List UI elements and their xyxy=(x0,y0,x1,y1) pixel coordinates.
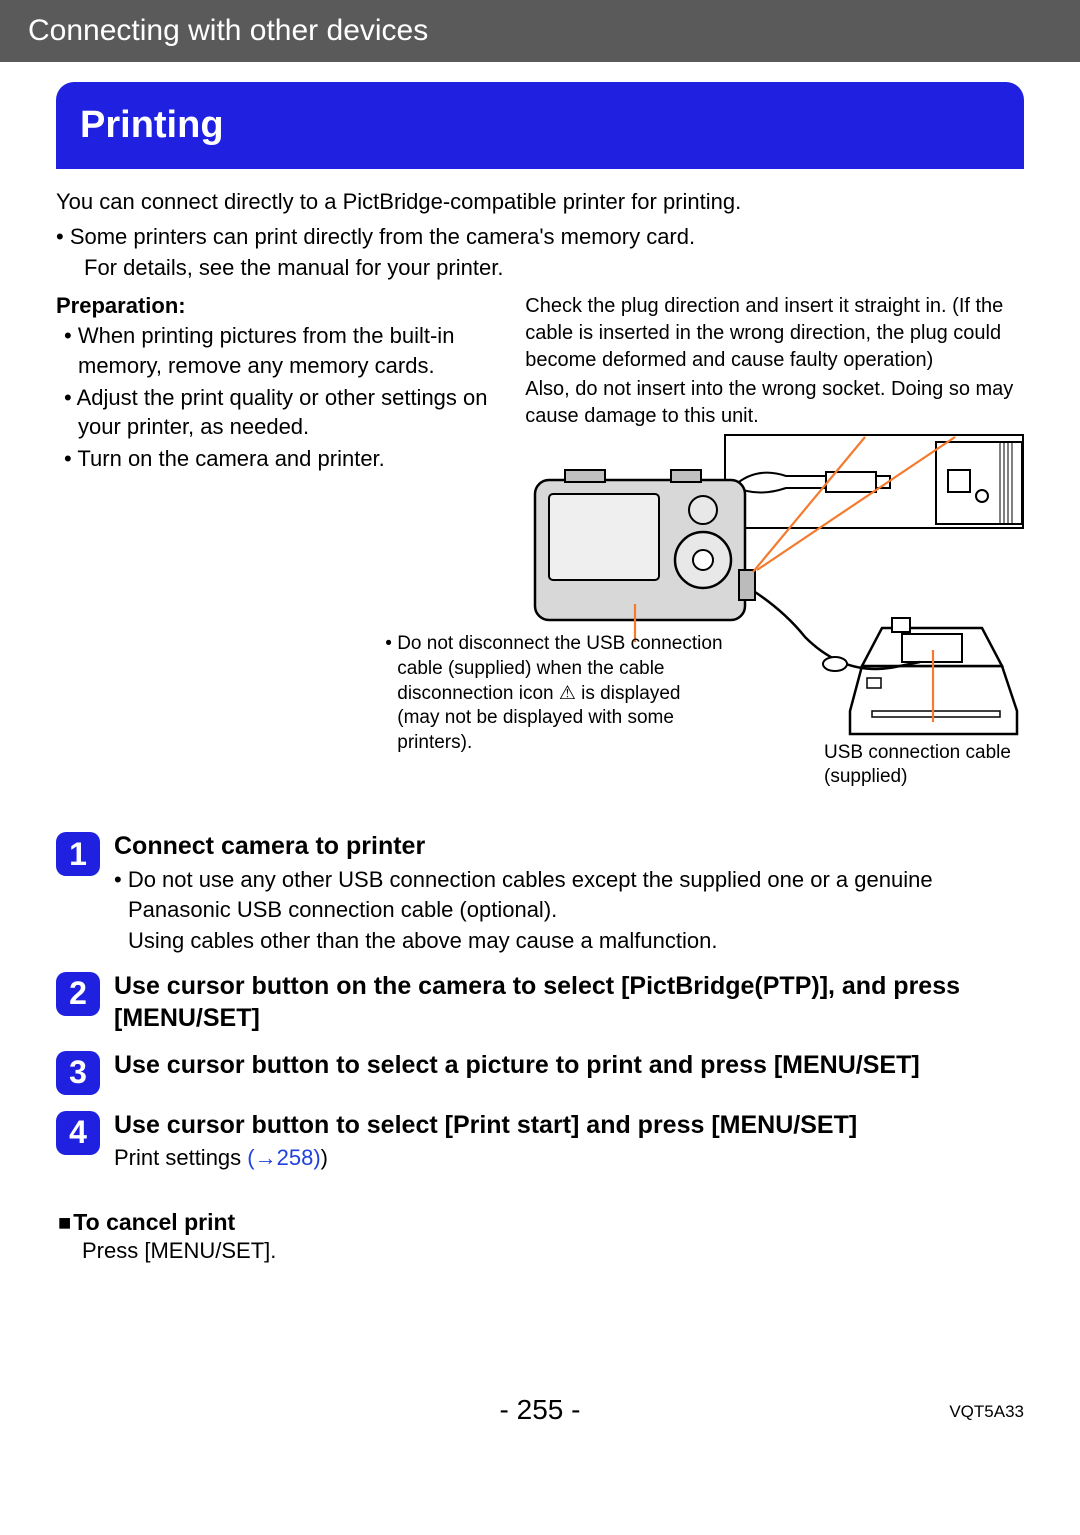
cancel-heading: ■To cancel print xyxy=(58,1209,1024,1236)
right-column: Check the plug direction and insert it s… xyxy=(525,293,1024,782)
disconnect-note: • Do not disconnect the USB connection c… xyxy=(385,632,725,755)
step-number-badge: 1 xyxy=(56,832,100,876)
step-3: 3 Use cursor button to select a picture … xyxy=(56,1049,1024,1095)
intro-line: You can connect directly to a PictBridge… xyxy=(56,187,1024,218)
step-settings-ref: Print settings (→258)) xyxy=(114,1143,1024,1173)
step-2: 2 Use cursor button on the camera to sel… xyxy=(56,970,1024,1035)
step-4: 4 Use cursor button to select [Print sta… xyxy=(56,1109,1024,1173)
step-note: Using cables other than the above may ca… xyxy=(114,926,1024,956)
prep-item: • Adjust the print quality or other sett… xyxy=(56,383,501,442)
step-title: Use cursor button to select [Print start… xyxy=(114,1109,1024,1142)
step-title: Connect camera to printer xyxy=(114,830,1024,863)
footer: - 255 - VQT5A33 xyxy=(56,1394,1024,1426)
preparation-heading: Preparation: xyxy=(56,293,501,319)
two-column-area: Preparation: • When printing pictures fr… xyxy=(56,293,1024,782)
step-number-badge: 2 xyxy=(56,972,100,1016)
step-note: • Do not use any other USB connection ca… xyxy=(114,865,1024,924)
page-number: - 255 - xyxy=(500,1394,581,1425)
diagram: • Do not disconnect the USB connection c… xyxy=(525,442,1024,782)
usb-cable-label: USB connection cable (supplied) xyxy=(824,741,1024,789)
header-bar: Connecting with other devices xyxy=(0,0,1080,62)
document-code: VQT5A33 xyxy=(949,1402,1024,1422)
page-content: Printing You can connect directly to a P… xyxy=(0,62,1080,1466)
page-title: Printing xyxy=(56,82,1024,169)
step-1: 1 Connect camera to printer • Do not use… xyxy=(56,830,1024,956)
socket-note: Also, do not insert into the wrong socke… xyxy=(525,376,1024,430)
square-bullet-icon: ■ xyxy=(58,1210,71,1235)
plug-note: Check the plug direction and insert it s… xyxy=(525,293,1024,374)
cancel-section: ■To cancel print Press [MENU/SET]. xyxy=(58,1209,1024,1264)
intro-bullet: • Some printers can print directly from … xyxy=(56,222,1024,284)
prep-item: • When printing pictures from the built-… xyxy=(56,321,501,380)
step-number-badge: 4 xyxy=(56,1111,100,1155)
step-number-badge: 3 xyxy=(56,1051,100,1095)
page-ref-link[interactable]: (→258) xyxy=(247,1145,320,1170)
steps-list: 1 Connect camera to printer • Do not use… xyxy=(56,830,1024,1173)
prep-item: • Turn on the camera and printer. xyxy=(56,444,501,474)
cancel-body: Press [MENU/SET]. xyxy=(82,1238,1024,1264)
step-title: Use cursor button on the camera to selec… xyxy=(114,970,1024,1035)
breadcrumb: Connecting with other devices xyxy=(28,14,428,47)
step-title: Use cursor button to select a picture to… xyxy=(114,1049,1024,1082)
